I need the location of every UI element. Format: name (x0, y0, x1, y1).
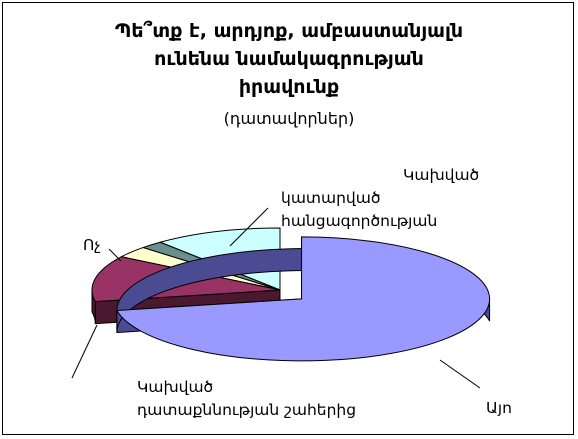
pie-layer (91, 227, 491, 362)
pie-slice-0-top (116, 236, 491, 362)
slice-label-depends-crime: Կախված կատարված հանցագործության (281, 166, 484, 230)
chart-title-line-2: ունենա նամակագրության (154, 48, 424, 70)
pie-slice-0 (116, 236, 491, 362)
slice-label-depends-trial: Կախված դատաքննության շահերից (137, 378, 356, 419)
chart-subtitle: (դատավորներ) (223, 109, 355, 128)
leader-line-this (439, 359, 481, 389)
chart-frame (2, 2, 574, 435)
chart-title-line-1: Պե՞տք է, արդյոք, ամբաստանյալն (114, 20, 464, 42)
leader-line-depends-trial (71, 324, 98, 379)
leader-line-depends-crime (229, 207, 269, 247)
slice-label-yes: Այո (486, 399, 512, 417)
leader-line-no (108, 248, 122, 262)
leader-lines (71, 207, 481, 389)
slice-label-no: Ոչ (83, 236, 101, 254)
chart-title-line-3: իրավունք (238, 76, 340, 98)
